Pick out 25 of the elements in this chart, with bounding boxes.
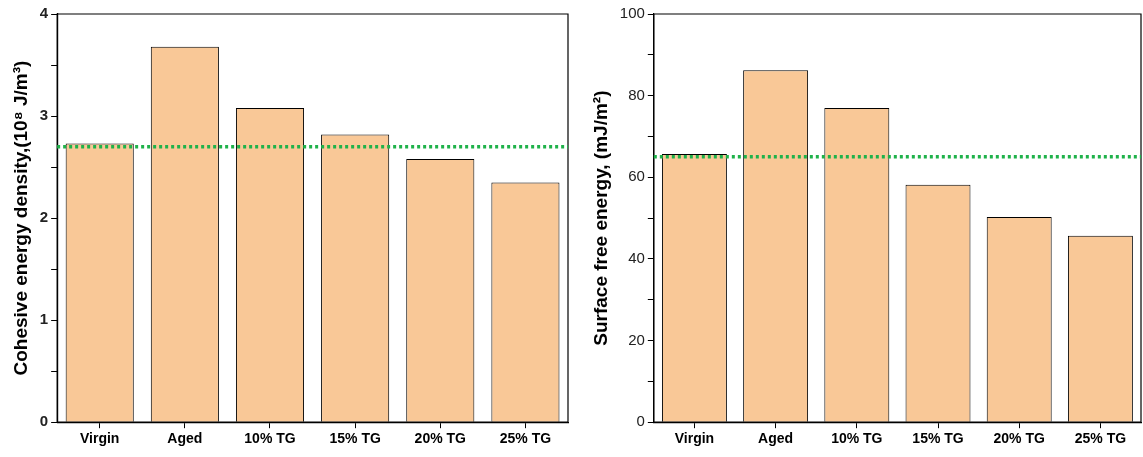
y-tick-label: 80 [628,85,645,103]
y-tick-label: 0 [39,412,49,430]
y-axis-title: Surface free energy, (mJ/m²) [589,90,611,346]
x-tick-label: Virgin [80,430,120,447]
x-tick-label: 20% TG [414,430,467,447]
y-tick-label: 100 [619,4,645,22]
x-tick-label: Virgin [674,430,715,447]
x-tick-label: 25% TG [499,430,552,447]
x-tick-label: Aged [167,430,203,447]
y-tick-label: 20 [628,330,645,348]
y-axis-title: Cohesive energy density,(10⁸ J/m³) [9,60,31,376]
x-tick-label: 15% TG [912,430,964,447]
y-tick-label: 1 [39,310,49,328]
x-tick-label: 25% TG [1074,430,1127,447]
x-tick-label: 10% TG [831,430,883,447]
y-tick-label: 60 [628,167,645,185]
y-tick-label: 40 [628,249,645,267]
y-tick-label: 4 [39,4,49,22]
x-tick-label: 10% TG [244,430,296,447]
y-tick-label: 3 [39,106,49,124]
x-tick-label: Aged [758,430,794,447]
x-tick-label: 15% TG [329,430,381,447]
y-tick-label: 2 [39,208,49,226]
y-tick-label: 0 [636,412,645,430]
x-tick-label: 20% TG [993,430,1045,447]
